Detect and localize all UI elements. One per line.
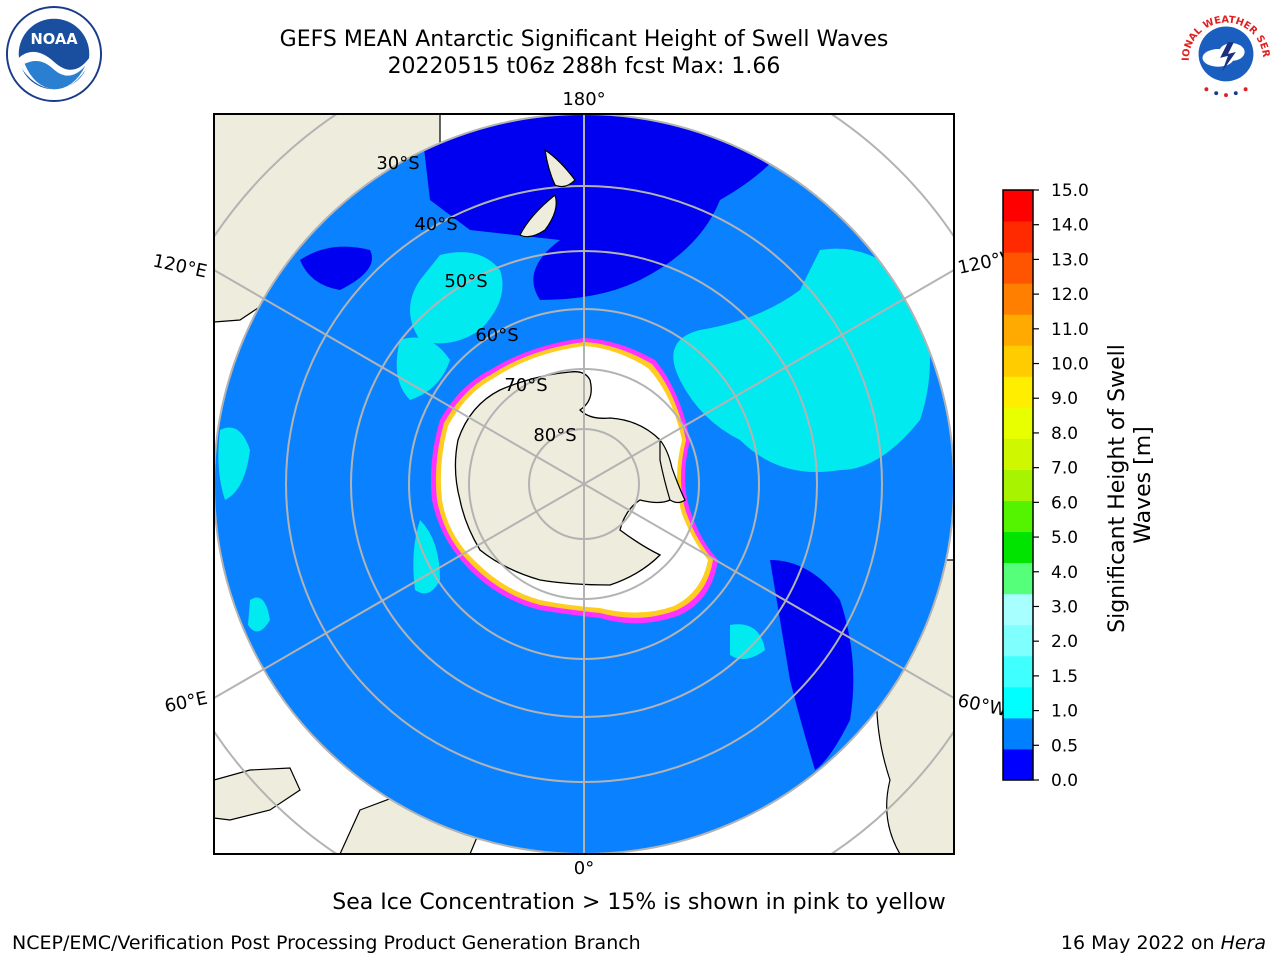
credit-date: 16 May 2022 on [1060,932,1221,954]
colorbar-tick-label: 7.0 [1051,459,1078,479]
colorbar-tick-label: 11.0 [1051,320,1089,340]
colorbar-segment [1003,655,1033,688]
colorbar-segment [1003,500,1033,533]
lat-label: 70°S [504,375,547,396]
colorbar-tick-label: 1.5 [1051,667,1078,687]
lat-label: 30°S [376,153,419,174]
colorbar-tick-label: 13.0 [1051,250,1089,270]
colorbar-label: Significant Height of Swell Waves [m] [1105,337,1156,633]
lon-label-lower-right: 60°W [956,690,1009,721]
colorbar-segment [1003,252,1033,284]
ocean-very-low-swell [300,114,854,770]
antarctic-peninsula [659,438,686,504]
colorbar-tick-label: 4.0 [1051,563,1078,583]
colorbar-segment [1003,345,1033,377]
credit-left: NCEP/EMC/Verification Post Processing Pr… [12,932,641,954]
lat-label: 60°S [475,325,518,346]
colorbar-tick-label: 1.0 [1051,702,1078,722]
colorbar-segment [1003,593,1033,626]
colorbar-segment [1003,562,1033,595]
colorbar-segment [1003,407,1033,439]
colorbar-segment [1003,469,1033,502]
colorbar-segment [1003,717,1033,750]
credit-host: Hera [1220,932,1266,954]
colorbar-tick-label: 3.0 [1051,597,1078,617]
lat-label: 50°S [444,271,487,292]
new-zealand [519,148,576,238]
lon-label-lower-left: 60°E [163,688,210,718]
colorbar-segment [1003,190,1033,222]
colorbar-tick-label: 6.0 [1051,493,1078,513]
colorbar-tick-label: 0.5 [1051,736,1078,756]
colorbar-segment [1003,531,1033,564]
lon-label-bottom: 0° [574,858,594,879]
graticule [214,114,954,854]
colorbar-frame [1002,189,1034,781]
lon-label-top: 180° [562,89,605,110]
colorbar-segment [1003,376,1033,408]
colorbar-segment [1003,221,1033,253]
colorbar-segment [1003,314,1033,346]
colorbar-tick-label: 0.0 [1051,771,1078,791]
noaa-logo-text: NOAA [30,31,78,48]
credit-right: 16 May 2022 on Hera [1061,932,1266,954]
chart-title: GEFS MEAN Antarctic Significant Height o… [279,27,889,52]
map-frame-border [213,113,955,855]
colorbar-segment [1003,438,1033,470]
colorbar-tick-label: 8.0 [1051,424,1078,444]
national-weather-service-logo-icon: NATIONAL WEATHER SERVICE [1177,3,1274,100]
chart-subtitle: 20220515 t06z 288h fcst Max: 1.66 [387,54,781,79]
colorbar: 0.0 0.5 1.0 1.5 2.0 3.0 4.0 5.0 6.0 7.0 8.0 9.0 10.0… [1002,181,1089,791]
colorbar-tick-label: 9.0 [1051,389,1078,409]
colorbar-segment [1003,686,1033,719]
colorbar-segment [1003,624,1033,657]
lon-label-upper-left: 120°E [151,251,209,283]
antarctica-land [454,371,671,586]
colorbar-tick-label: 5.0 [1051,528,1078,548]
colorbar-segment [1003,748,1033,781]
colorbar-tick-label: 15.0 [1051,181,1089,201]
lat-label: 80°S [533,425,576,446]
lat-label: 40°S [414,214,457,235]
colorbar-tick-label: 12.0 [1051,285,1089,305]
colorbar-segment [1003,283,1033,315]
colorbar-tick-label: 14.0 [1051,216,1089,236]
noaa-logo-icon: NOAA [5,5,103,103]
colorbar-tick-label: 2.0 [1051,632,1078,652]
colorbar-tick-label: 10.0 [1051,355,1089,375]
sea-ice-note: Sea Ice Concentration > 15% is shown in … [332,890,946,915]
